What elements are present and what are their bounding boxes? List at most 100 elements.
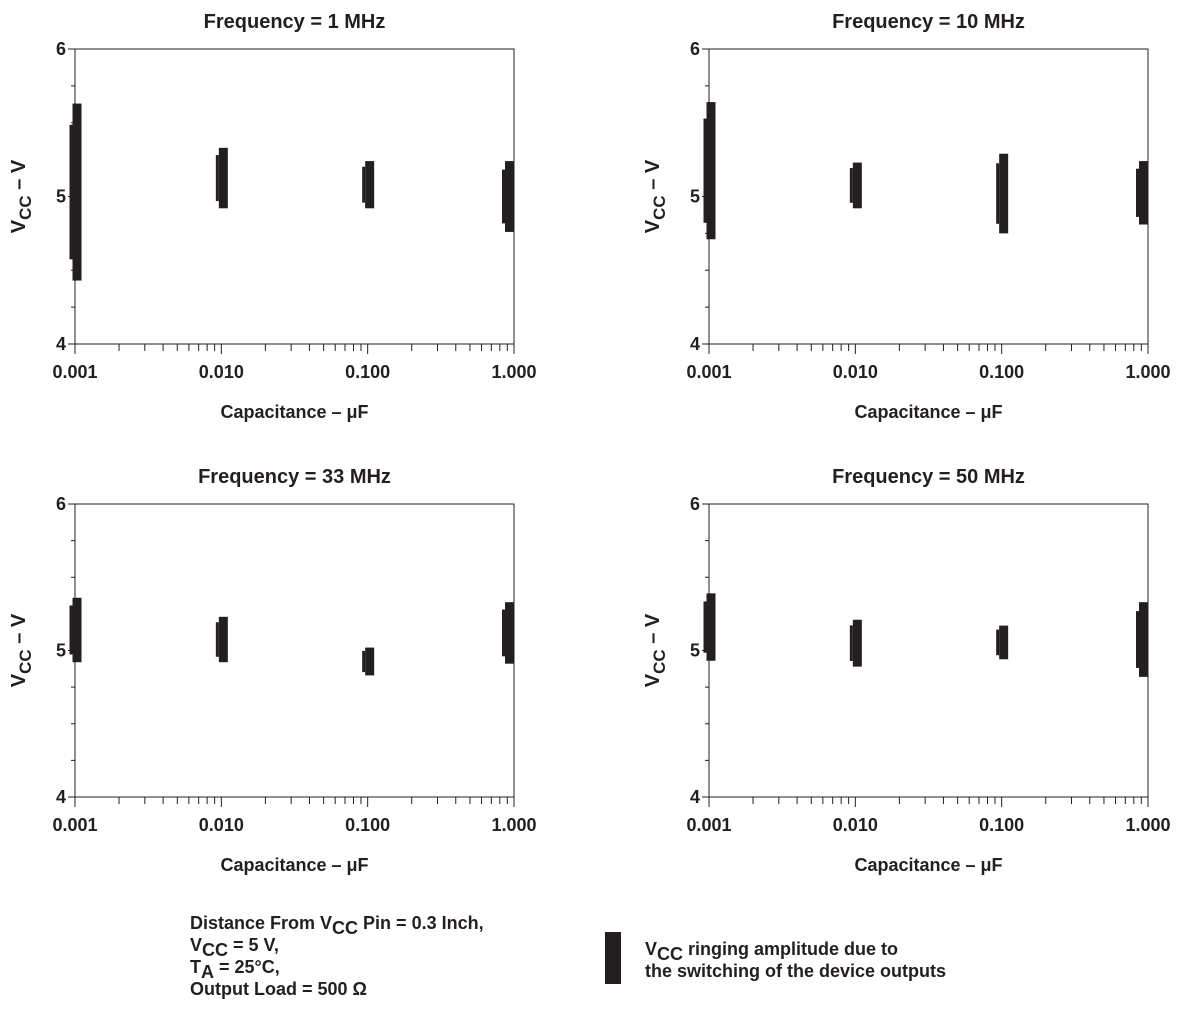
legend-sub: CC (657, 944, 684, 964)
y-axis-label: VCC – V (642, 159, 669, 233)
x-tick-label: 0.100 (345, 362, 390, 382)
legend-pre: V (645, 939, 658, 959)
y-axis-label-sub: CC (650, 195, 669, 220)
ringing-range-bar (706, 593, 716, 661)
chart-panel-3: Frequency = 33 MHz 0.001 0.010 0.100 1.000 4 5… (8, 466, 537, 875)
legend-line-2: the switching of the device outputs (645, 961, 947, 981)
y-tick-label: 4 (56, 334, 66, 354)
chart-title: Frequency = 1 MHz (204, 11, 386, 33)
note-ta-sub: A (201, 962, 214, 982)
ringing-range-bar (72, 597, 82, 663)
ringing-range-bar (505, 161, 514, 232)
chart-title: Frequency = 33 MHz (198, 466, 391, 488)
note-distance-sub: CC (332, 918, 359, 938)
note-line-load: Output Load = 500 Ω (190, 979, 367, 999)
ringing-range-notch (996, 163, 1000, 224)
ringing-range-notch (362, 650, 366, 673)
chart-panel-1: Frequency = 1 MHz 0.001 0.010 0.100 1.000 4 5 6… (8, 11, 537, 422)
ringing-range-notch (215, 622, 219, 657)
y-axis-label-main: V (642, 673, 664, 687)
y-tick-label: 6 (56, 494, 66, 514)
x-tick-label: 0.010 (833, 815, 878, 835)
y-axis-label-tail: – V (642, 613, 664, 649)
chart-title: Frequency = 10 MHz (832, 11, 1025, 33)
y-axis-label-tail: – V (642, 159, 664, 195)
plot-frame (708, 48, 1149, 345)
y-tick-label: 6 (690, 494, 700, 514)
ringing-range-notch (849, 625, 853, 661)
plot-frame (74, 503, 515, 798)
ringing-range-bar (505, 602, 514, 664)
x-tick-label: 1.000 (491, 815, 536, 835)
x-tick-label: 0.001 (52, 362, 97, 382)
x-tick-label: 0.001 (686, 362, 731, 382)
ringing-range-notch (703, 601, 707, 653)
x-axis-label: Capacitance – μF (854, 855, 1002, 875)
x-tick-label: 0.010 (199, 815, 244, 835)
ringing-range-bar (852, 619, 862, 667)
note-ta-pre: T (190, 957, 201, 977)
ringing-range-notch (849, 168, 853, 203)
ringing-range-bar (218, 616, 228, 663)
ringing-range-bar (1139, 602, 1148, 677)
plot-frame (708, 503, 1149, 798)
y-axis-label-main: V (642, 219, 664, 233)
ringing-range-notch (1136, 611, 1139, 668)
plot-frame (74, 48, 515, 345)
y-tick-label: 5 (56, 641, 66, 661)
legend-text: VCC ringing amplitude due to the switchi… (645, 938, 1145, 982)
x-tick-label: 0.001 (686, 815, 731, 835)
y-axis-label-main: V (8, 219, 30, 233)
ringing-range-bar (72, 103, 82, 281)
note-distance-post: Pin = 0.3 Inch, (358, 913, 484, 933)
x-tick-label: 1.000 (1125, 362, 1170, 382)
chart-title: Frequency = 50 MHz (832, 466, 1025, 488)
y-axis-label-tail: – V (8, 613, 30, 649)
y-tick-label: 4 (56, 787, 66, 807)
ringing-range-notch (69, 605, 73, 655)
note-line-distance: Distance From VCC Pin = 0.3 Inch, (190, 912, 484, 937)
ringing-range-notch (215, 155, 219, 202)
y-tick-label: 5 (690, 187, 700, 207)
chart-panel-2: Frequency = 10 MHz 0.001 0.010 0.100 1.000 4 5… (642, 11, 1171, 422)
ringing-range-bar (365, 161, 375, 209)
y-tick-label: 5 (56, 187, 66, 207)
x-axis-label: Capacitance – μF (220, 855, 368, 875)
ringing-range-bar (999, 153, 1009, 234)
ringing-range-bar (365, 647, 375, 676)
y-axis-label-sub: CC (650, 649, 669, 674)
note-vcc-sub: CC (202, 940, 229, 960)
legend-post: ringing amplitude due to (683, 939, 899, 959)
y-axis-label-sub: CC (16, 195, 35, 220)
y-tick-label: 6 (690, 39, 700, 59)
x-tick-label: 1.000 (1125, 815, 1170, 835)
y-axis-label: VCC – V (8, 159, 35, 233)
x-axis-label: Capacitance – μF (854, 402, 1002, 422)
ringing-range-notch (362, 166, 366, 203)
y-tick-label: 4 (690, 787, 700, 807)
y-axis-label-tail: – V (8, 159, 30, 195)
x-tick-label: 0.010 (833, 362, 878, 382)
y-tick-label: 5 (690, 641, 700, 661)
ringing-range-bar (1139, 161, 1148, 225)
ringing-range-bar (218, 147, 228, 209)
ringing-range-notch (502, 609, 505, 657)
ringing-range-bar (999, 625, 1009, 660)
ringing-range-notch (1136, 168, 1139, 217)
note-ta-post: = 25°C, (214, 957, 280, 977)
note-line-vcc: VCC = 5 V, (190, 934, 484, 959)
y-axis-label: VCC – V (642, 613, 669, 687)
x-tick-label: 0.010 (199, 362, 244, 382)
charts-canvas: Frequency = 1 MHz 0.001 0.010 0.100 1.000 4 5 6… (8, 11, 1171, 875)
x-axis-label: Capacitance – μF (220, 402, 368, 422)
legend-line-1: VCC ringing amplitude due to (645, 938, 1145, 963)
y-tick-label: 4 (690, 334, 700, 354)
ringing-range-bar (706, 102, 716, 240)
chart-panel-4: Frequency = 50 MHz 0.001 0.010 0.100 1.000 4 5… (642, 466, 1171, 875)
x-tick-label: 0.001 (52, 815, 97, 835)
note-line-ta: TA = 25°C, (190, 956, 484, 981)
y-axis-label-main: V (8, 673, 30, 687)
ringing-range-notch (69, 124, 73, 260)
note-distance-pre: Distance From V (190, 913, 333, 933)
legend-swatch (605, 932, 621, 984)
